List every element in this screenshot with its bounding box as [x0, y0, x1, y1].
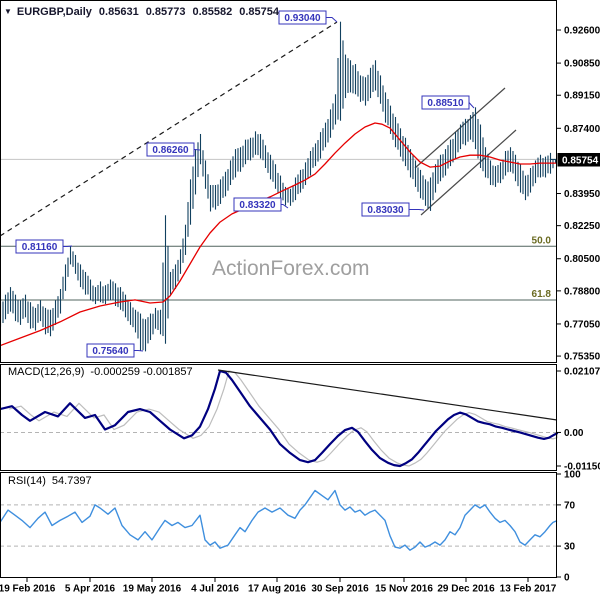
current-price-badge-text: 0.85754 [562, 156, 599, 167]
y-axis-tick-label: 0.78800 [564, 286, 600, 297]
panel-border [0, 472, 557, 578]
macd-tick-label: 0.021074 [564, 367, 600, 378]
macd-tick-label: -0.011507 [564, 462, 600, 473]
symbol-dropdown-icon[interactable]: ▼ [4, 7, 12, 16]
symbol-label: EURGBP,Daily [16, 6, 92, 18]
macd-tick-label: 0.00 [564, 428, 584, 439]
x-axis-date-label: 30 Sep 2016 [311, 584, 369, 595]
x-axis-date-label: 5 Apr 2016 [65, 584, 116, 595]
moving-average-line [0, 122, 556, 347]
ohlc-low: 0.85582 [192, 6, 233, 18]
price-label-text: 0.75640 [92, 346, 129, 357]
price-label-text: 0.88510 [427, 98, 464, 109]
x-axis-date-label: 13 Feb 2017 [500, 584, 557, 595]
x-axis-date-scale[interactable]: 19 Feb 2016 5 Apr 2016 19 May 2016 4 Jul 20… [0, 577, 557, 595]
panel-border [0, 0, 557, 363]
price-label-box [86, 343, 135, 358]
rsi-tick-label: 70 [564, 500, 576, 511]
x-axis-date-label: 4 Jul 2016 [191, 584, 239, 595]
price-label-box [233, 197, 282, 212]
price-label-text: 0.81160 [22, 242, 58, 253]
y-axis-tick-label: 0.83950 [564, 189, 600, 200]
ohlc-high: 0.85773 [145, 6, 186, 18]
x-axis-date-label: 19 May 2016 [123, 584, 182, 595]
watermark: ActionForex.com [212, 257, 370, 280]
ohlc-close: 0.85754 [239, 6, 279, 18]
rsi-tick-label: 100 [564, 470, 581, 481]
rsi-name: RSI(14) [8, 475, 46, 487]
y-axis-tick-label: 0.77050 [564, 319, 600, 330]
y-axis-tick-label: 0.80500 [564, 254, 600, 265]
panel-border [0, 364, 557, 471]
y-axis-tick-label: 0.89150 [564, 91, 600, 102]
price-label-text: 0.93040 [284, 13, 321, 24]
rsi-panel[interactable] [0, 489, 558, 551]
macd-values: -0.000259 -0.001857 [90, 366, 193, 378]
x-axis-date-label: 15 Nov 2016 [375, 584, 433, 595]
macd-panel[interactable] [0, 369, 559, 468]
price-label-text: 0.83320 [239, 200, 276, 211]
macd-indicator-label: MACD(12,26,9) -0.000259 -0.001857 [8, 366, 193, 378]
panel-borders [0, 0, 557, 578]
price-label-box [361, 202, 410, 217]
rsi-indicator-label: RSI(14) 54.7397 [8, 475, 92, 487]
x-axis-date-label: 19 Feb 2016 [0, 584, 56, 595]
x-axis-date-label: 29 Dec 2016 [437, 584, 495, 595]
rsi-tick-label: 30 [564, 542, 576, 553]
chart-title-bar: ▼ EURGBP,Daily 0.85631 0.85773 0.85582 0.8575… [4, 6, 279, 18]
rsi-value: 54.7397 [51, 475, 92, 487]
price-label-box [421, 95, 470, 110]
y-axis-tick-label: 0.90850 [564, 59, 600, 70]
y-axis-price-scale[interactable]: 0.92600 0.90850 0.89150 0.87400 0.83950 0.822… [557, 26, 600, 363]
current-price-badge [557, 153, 600, 167]
y-axis-tick-label: 0.75350 [564, 352, 600, 363]
price-label-text: 0.83030 [367, 205, 404, 216]
rsi-scale[interactable]: 100 70 30 0 [557, 470, 581, 584]
macd-name: MACD(12,26,9) [8, 366, 85, 378]
rsi-tick-label: 0 [564, 573, 570, 584]
price-bars[interactable] [0, 21, 557, 352]
price-label-box [15, 239, 64, 254]
x-axis-date-label: 17 Aug 2016 [248, 584, 306, 595]
price-label-box [146, 142, 195, 157]
y-axis-tick-label: 0.92600 [564, 26, 600, 37]
y-axis-tick-label: 0.87400 [564, 124, 600, 135]
ohlc-open: 0.85631 [98, 6, 139, 18]
fib-level-label: 61.8 [532, 289, 552, 300]
y-axis-tick-label: 0.82250 [564, 221, 600, 232]
fib-level-label: 50.0 [532, 235, 552, 246]
price-annotations: 0.93040 0.88510 0.86260 0.83320 0.83030 0.811… [15, 10, 475, 358]
price-label-box [278, 10, 327, 25]
macd-scale[interactable]: 0.021074 0.00 -0.011507 [557, 367, 600, 473]
price-label-text: 0.86260 [152, 145, 189, 156]
